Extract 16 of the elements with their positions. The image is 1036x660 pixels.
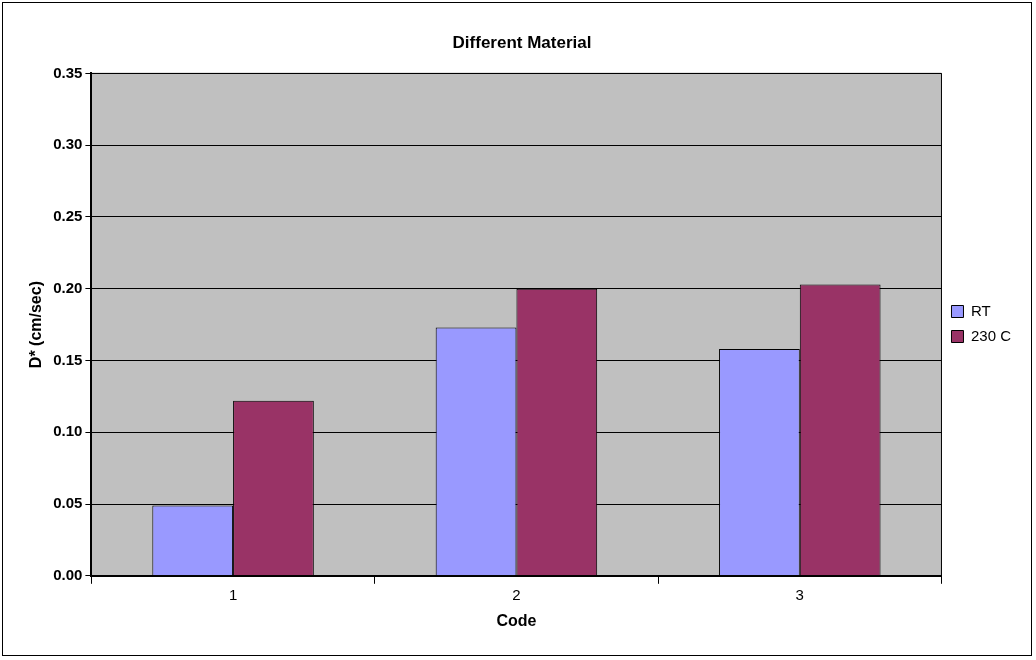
y-tick-label: 0.25 — [53, 207, 83, 225]
y-tick-label: 0.00 — [53, 565, 83, 583]
chart-title: Different Material — [452, 32, 592, 52]
y-tick-label: 0.20 — [53, 278, 83, 296]
x-axis-title: Code — [496, 611, 537, 629]
x-tick-label: 1 — [228, 585, 238, 603]
legend-label: 230 C — [970, 326, 1012, 344]
y-tick-label: 0.35 — [53, 63, 83, 81]
y-tick-label: 0.30 — [53, 135, 83, 153]
y-axis-title: D* (cm/sec) — [27, 281, 45, 369]
y-tick-label: 0.10 — [53, 422, 83, 440]
x-tick-label: 2 — [512, 585, 521, 603]
y-tick-label: 0.05 — [53, 494, 83, 512]
legend-label: RT — [970, 301, 991, 319]
y-tick-label: 0.15 — [53, 350, 83, 368]
x-tick-label: 3 — [795, 585, 804, 603]
